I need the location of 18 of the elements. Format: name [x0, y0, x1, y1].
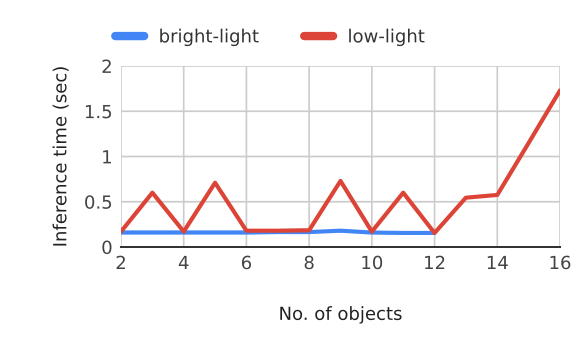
y-tick-label: 1: [103, 150, 111, 164]
y-axis-title: Inference time (sec): [52, 67, 69, 246]
x-tick-label: 4: [178, 256, 188, 270]
x-axis-title: No. of objects: [280, 306, 402, 324]
legend-label: low-light: [349, 28, 424, 46]
y-tick-label: 0: [102, 240, 112, 254]
y-tick-label: 1.5: [86, 104, 112, 118]
x-tick-label: 16: [550, 256, 570, 270]
y-tick-label: 0.5: [85, 195, 112, 209]
x-tick-label: 10: [362, 256, 382, 270]
y-tick-label: 2: [102, 59, 111, 73]
x-tick-label: 12: [425, 256, 444, 270]
x-tick-label: 8: [304, 256, 314, 270]
x-tick-label: 6: [242, 256, 252, 270]
x-tick-label: 2: [116, 256, 125, 270]
legend-label: bright-light: [160, 28, 259, 46]
x-tick-label: 14: [488, 256, 508, 270]
line-series: [121, 88, 560, 236]
